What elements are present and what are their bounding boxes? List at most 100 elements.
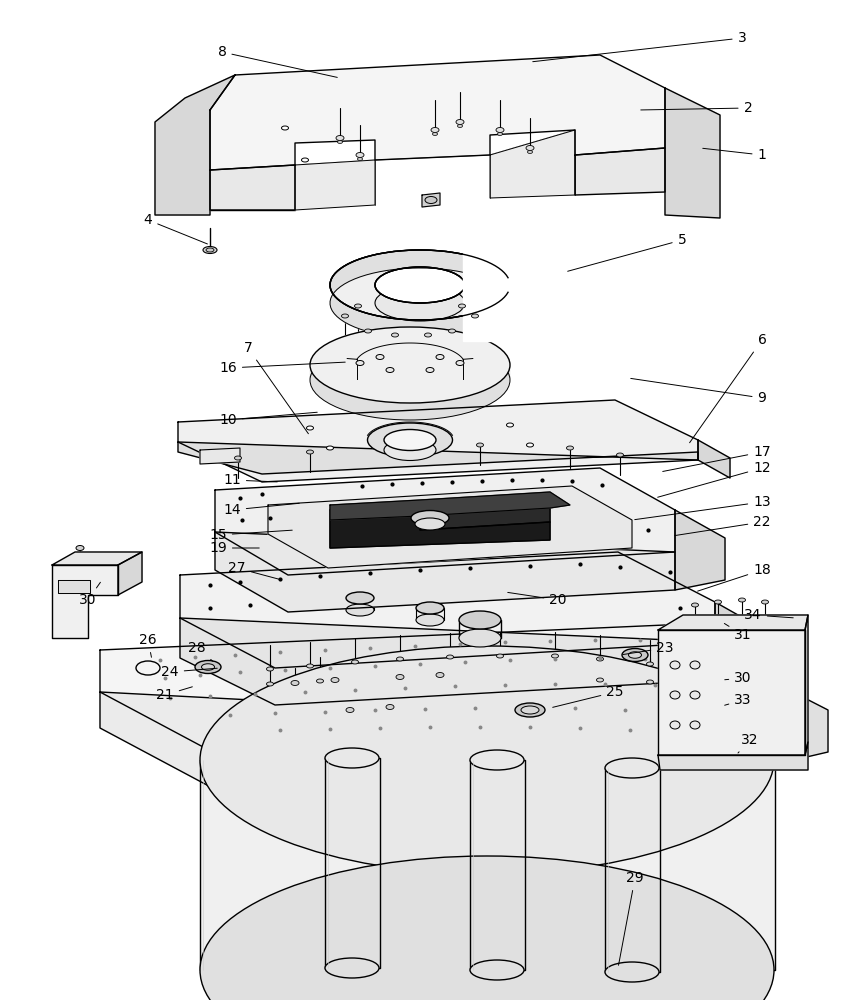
Polygon shape — [52, 552, 142, 565]
Text: 12: 12 — [658, 461, 771, 497]
Polygon shape — [215, 532, 675, 612]
Text: 21: 21 — [156, 687, 193, 702]
Ellipse shape — [670, 721, 680, 729]
Polygon shape — [178, 442, 698, 474]
Polygon shape — [268, 486, 632, 568]
Ellipse shape — [426, 367, 434, 372]
Text: 16: 16 — [220, 361, 345, 375]
Ellipse shape — [310, 327, 510, 403]
Ellipse shape — [690, 721, 700, 729]
Polygon shape — [605, 768, 660, 972]
Polygon shape — [658, 742, 808, 770]
Ellipse shape — [567, 446, 574, 450]
Ellipse shape — [375, 285, 465, 321]
Polygon shape — [310, 327, 510, 377]
Ellipse shape — [325, 958, 379, 978]
Polygon shape — [215, 468, 675, 575]
Ellipse shape — [346, 604, 374, 616]
Polygon shape — [464, 245, 520, 325]
Ellipse shape — [376, 355, 384, 360]
Text: 29: 29 — [618, 871, 644, 965]
Polygon shape — [785, 688, 828, 762]
Text: 31: 31 — [724, 623, 752, 642]
Ellipse shape — [670, 661, 680, 669]
Text: 15: 15 — [209, 528, 292, 542]
Text: 19: 19 — [209, 541, 259, 555]
Ellipse shape — [356, 152, 364, 157]
Ellipse shape — [267, 682, 273, 686]
Ellipse shape — [498, 132, 503, 135]
Ellipse shape — [331, 678, 339, 682]
Text: 20: 20 — [508, 592, 567, 607]
Ellipse shape — [622, 648, 648, 662]
Polygon shape — [200, 760, 775, 970]
Text: 9: 9 — [631, 378, 766, 405]
Polygon shape — [658, 615, 808, 630]
Text: 3: 3 — [532, 31, 746, 62]
Polygon shape — [178, 400, 698, 482]
Ellipse shape — [526, 443, 533, 447]
Ellipse shape — [368, 423, 452, 457]
Ellipse shape — [336, 135, 344, 140]
Ellipse shape — [472, 314, 479, 318]
Text: 5: 5 — [568, 233, 686, 271]
Ellipse shape — [691, 603, 699, 607]
Polygon shape — [58, 580, 90, 593]
Ellipse shape — [235, 456, 241, 460]
Ellipse shape — [738, 598, 745, 602]
Ellipse shape — [416, 602, 444, 614]
Polygon shape — [180, 618, 715, 705]
Ellipse shape — [470, 750, 524, 770]
Text: 28: 28 — [188, 641, 213, 661]
Ellipse shape — [346, 708, 354, 712]
Ellipse shape — [396, 674, 404, 680]
Polygon shape — [118, 552, 142, 595]
Ellipse shape — [76, 546, 84, 550]
Ellipse shape — [316, 679, 324, 683]
Ellipse shape — [206, 248, 214, 252]
Ellipse shape — [431, 127, 439, 132]
Ellipse shape — [416, 614, 444, 626]
Ellipse shape — [310, 340, 510, 420]
Ellipse shape — [690, 661, 700, 669]
Ellipse shape — [477, 443, 484, 447]
Polygon shape — [422, 193, 440, 207]
Ellipse shape — [456, 119, 464, 124]
Ellipse shape — [330, 250, 510, 320]
Polygon shape — [155, 75, 235, 215]
Polygon shape — [295, 160, 375, 210]
Text: 25: 25 — [553, 685, 624, 707]
Ellipse shape — [386, 367, 394, 372]
Text: 17: 17 — [663, 445, 771, 471]
Text: 13: 13 — [635, 495, 771, 520]
Polygon shape — [575, 148, 665, 195]
Ellipse shape — [291, 680, 299, 686]
Polygon shape — [463, 247, 515, 341]
Polygon shape — [210, 55, 665, 170]
Ellipse shape — [715, 600, 722, 604]
Ellipse shape — [200, 646, 774, 874]
Polygon shape — [210, 165, 295, 210]
Polygon shape — [325, 758, 380, 968]
Ellipse shape — [356, 360, 364, 365]
Polygon shape — [805, 615, 808, 755]
Polygon shape — [698, 440, 730, 478]
Ellipse shape — [436, 355, 444, 360]
Ellipse shape — [352, 660, 358, 664]
Ellipse shape — [506, 423, 514, 427]
Ellipse shape — [392, 333, 399, 337]
Ellipse shape — [384, 440, 436, 460]
Ellipse shape — [456, 360, 464, 365]
Polygon shape — [180, 552, 715, 668]
Ellipse shape — [415, 518, 445, 530]
Polygon shape — [330, 250, 498, 338]
Ellipse shape — [200, 856, 774, 1000]
Polygon shape — [470, 760, 525, 970]
Ellipse shape — [596, 657, 604, 661]
Ellipse shape — [447, 655, 453, 659]
Ellipse shape — [647, 662, 653, 666]
Ellipse shape — [605, 962, 659, 982]
Ellipse shape — [515, 703, 545, 717]
Ellipse shape — [628, 652, 642, 658]
Ellipse shape — [375, 267, 465, 303]
